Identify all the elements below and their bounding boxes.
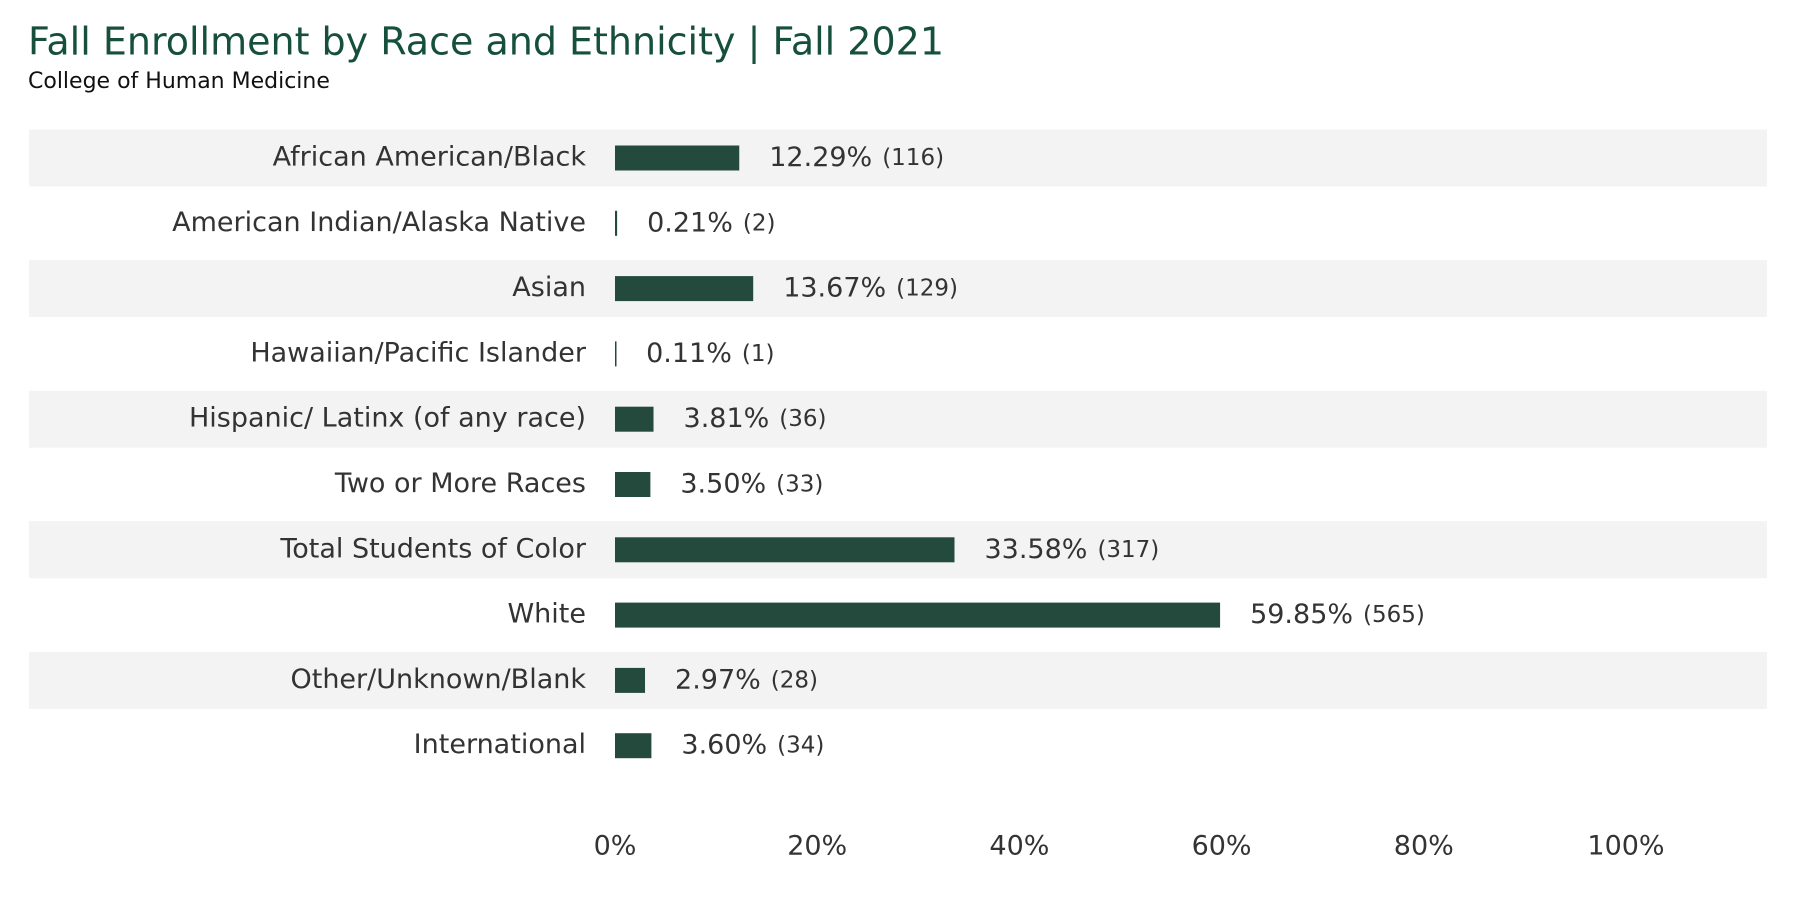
bar xyxy=(615,276,754,302)
data-label: 0.11% (1) xyxy=(646,337,774,368)
data-label: 13.67% (129) xyxy=(783,272,958,303)
count-label: (28) xyxy=(771,667,818,693)
count-label: (317) xyxy=(1097,536,1159,562)
category-label: Hispanic/ Latinx (of any race) xyxy=(189,403,586,434)
value-label: 33.58% xyxy=(984,533,1087,564)
value-label: 3.81% xyxy=(684,403,770,434)
value-label: 0.21% xyxy=(647,207,733,238)
data-label: 33.58% (317) xyxy=(984,533,1159,564)
category-label: International xyxy=(414,729,586,760)
count-label: (129) xyxy=(896,275,958,301)
data-label: 0.21% (2) xyxy=(647,207,775,238)
bar xyxy=(615,602,1221,628)
value-label: 3.60% xyxy=(681,729,767,760)
row-band xyxy=(29,260,1767,318)
category-label: Other/Unknown/Blank xyxy=(290,664,586,695)
value-label: 3.50% xyxy=(680,468,766,499)
x-tick-label: 0% xyxy=(594,831,637,862)
chart-subtitle: College of Human Medicine xyxy=(28,69,330,94)
x-tick-label: 80% xyxy=(1394,831,1454,862)
value-label: 12.29% xyxy=(769,142,872,173)
value-label: 0.11% xyxy=(646,337,732,368)
bar xyxy=(615,210,618,236)
bar xyxy=(615,472,651,497)
value-label: 59.85% xyxy=(1250,599,1353,630)
value-label: 13.67% xyxy=(783,272,886,303)
count-label: (34) xyxy=(777,732,824,758)
category-label: American Indian/Alaska Native xyxy=(172,207,586,238)
count-label: (565) xyxy=(1363,602,1425,628)
bar xyxy=(615,667,646,693)
chart-title: Fall Enrollment by Race and Ethnicity | … xyxy=(28,20,944,65)
count-label: (1) xyxy=(742,340,775,366)
bar xyxy=(615,537,955,563)
count-label: (36) xyxy=(779,406,826,432)
data-label: 59.85% (565) xyxy=(1250,599,1425,630)
data-label: 2.97% (28) xyxy=(675,664,818,695)
data-label: 3.50% (33) xyxy=(680,468,823,499)
row-band xyxy=(29,390,1767,448)
category-label: Hawaiian/Pacific Islander xyxy=(250,337,587,368)
count-label: (116) xyxy=(882,145,944,171)
category-label: White xyxy=(507,599,586,630)
data-label: 3.81% (36) xyxy=(684,403,827,434)
row-band xyxy=(29,651,1767,709)
category-label: Two or More Races xyxy=(334,468,586,499)
bar xyxy=(615,341,617,367)
x-tick-label: 20% xyxy=(787,831,847,862)
x-tick-label: 60% xyxy=(1192,831,1252,862)
category-label: Asian xyxy=(512,272,586,303)
category-label: African American/Black xyxy=(273,142,587,173)
bar xyxy=(615,145,740,171)
bar xyxy=(615,733,652,759)
bar xyxy=(615,406,654,432)
x-tick-label: 100% xyxy=(1587,831,1664,862)
x-tick-label: 40% xyxy=(989,831,1049,862)
data-label: 3.60% (34) xyxy=(681,729,824,760)
value-label: 2.97% xyxy=(675,664,761,695)
row-band xyxy=(29,129,1767,187)
category-label: Total Students of Color xyxy=(279,533,587,564)
data-label: 12.29% (116) xyxy=(769,142,944,173)
count-label: (2) xyxy=(743,210,776,236)
count-label: (33) xyxy=(776,471,823,497)
